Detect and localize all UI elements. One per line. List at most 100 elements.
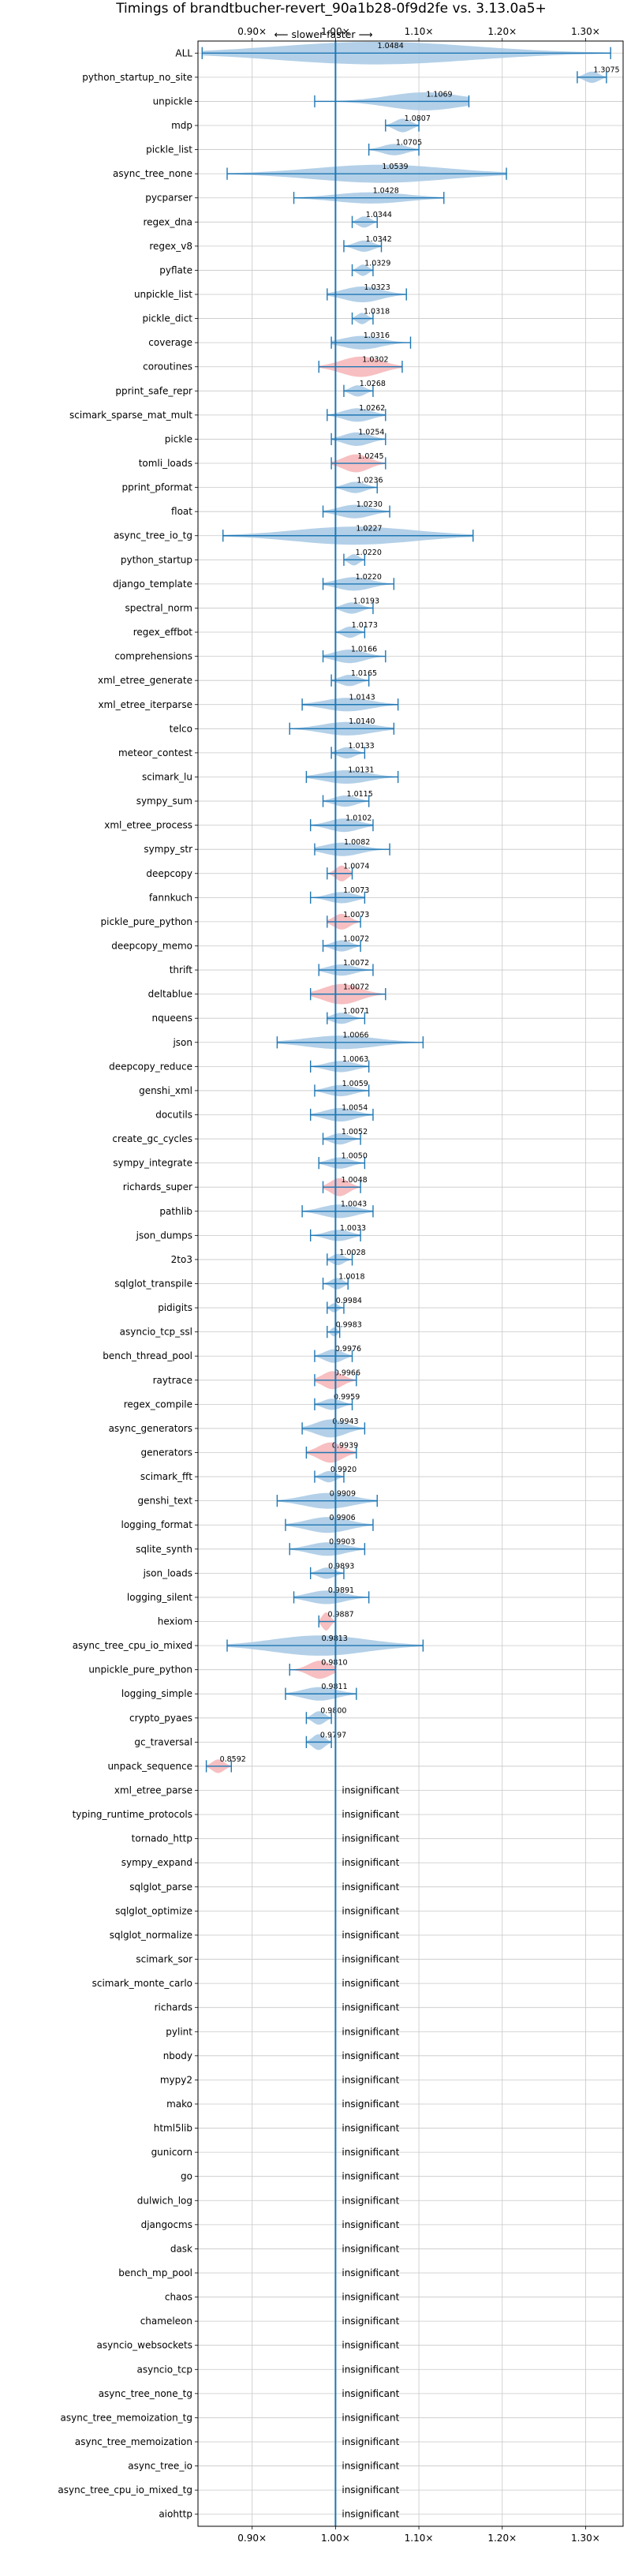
benchmark-label: chameleon (140, 2316, 192, 2327)
benchmark-label: mypy2 (160, 2074, 192, 2085)
mean-value-label: 0.9797 (320, 1731, 346, 1739)
benchmark-label: nbody (163, 2050, 192, 2061)
insignificant-label: insignificant (342, 1978, 399, 1989)
benchmark-label: pprint_safe_repr (115, 385, 192, 396)
benchmark-label: sqlglot_transpile (114, 1279, 192, 1290)
axis-layer: ALL python_startup_no_site unpickle mdp pick… (58, 26, 599, 2544)
mean-value-label: 1.0236 (357, 476, 383, 485)
benchmark-label: djangocms (141, 2219, 192, 2230)
insignificant-label: insignificant (342, 2509, 399, 2520)
x-tick-label-bottom: 1.10× (405, 2533, 434, 2544)
mean-value-label: 1.0082 (344, 838, 370, 847)
insignificant-label: insignificant (342, 2099, 399, 2110)
mean-value-label: 1.0302 (362, 356, 388, 365)
benchmark-label: json_dumps (136, 1230, 192, 1241)
benchmark-label: regex_v8 (149, 241, 192, 252)
benchmark-label: genshi_xml (139, 1085, 192, 1096)
mean-value-label: 1.0318 (364, 307, 390, 316)
benchmark-label: deltablue (148, 989, 192, 1000)
mean-value-label: 1.0166 (351, 645, 377, 653)
benchmark-label: gc_traversal (134, 1736, 192, 1747)
violin-layer: 1.0484 1.3075 1.1069 1.0807 1.0705 1.0539 1.04… (201, 41, 620, 2526)
mean-value-label: 1.0705 (396, 138, 422, 147)
benchmark-label: comprehensions (114, 651, 192, 662)
benchmark-label: logging_format (121, 1519, 192, 1530)
benchmark-label: pickle (165, 433, 192, 444)
grid-layer (198, 41, 623, 2526)
insignificant-label: insignificant (342, 2484, 399, 2496)
insignificant-label: insignificant (342, 1833, 399, 1844)
benchmark-label: deepcopy_reduce (109, 1061, 192, 1072)
mean-value-label: 1.0072 (343, 959, 369, 968)
benchmark-label: json (172, 1037, 192, 1048)
benchmark-label: coroutines (143, 361, 192, 373)
benchmark-label: scimark_sparse_mat_mult (69, 410, 192, 421)
mean-value-label: 1.0807 (405, 114, 431, 123)
benchmark-label: richards_super (123, 1181, 192, 1193)
mean-value-label: 1.0054 (342, 1103, 368, 1112)
benchmark-label: pylint (166, 2026, 192, 2037)
mean-value-label: 1.0428 (373, 187, 399, 196)
mean-value-label: 0.9909 (330, 1490, 356, 1499)
mean-value-label: 1.0342 (366, 235, 392, 244)
insignificant-label: insignificant (342, 2267, 399, 2278)
mean-value-label: 0.9887 (327, 1610, 353, 1619)
x-tick-label-bottom: 1.30× (571, 2533, 600, 2544)
benchmark-label: spectral_norm (125, 602, 192, 613)
insignificant-label: insignificant (342, 2461, 399, 2472)
benchmark-label: telco (170, 723, 192, 734)
mean-value-label: 0.9983 (336, 1321, 362, 1330)
benchmark-label: async_tree_io (128, 2461, 192, 2472)
benchmark-label: create_gc_cycles (112, 1133, 192, 1144)
benchmark-label: ALL (175, 47, 192, 58)
mean-value-label: 0.8592 (220, 1755, 246, 1764)
benchmark-label: unpickle_list (134, 289, 192, 300)
mean-value-label: 1.0073 (343, 911, 369, 919)
x-tick-label-top: 1.00× (321, 26, 350, 37)
mean-value-label: 1.0316 (364, 331, 390, 340)
benchmark-label: typing_runtime_protocols (73, 1809, 192, 1820)
mean-value-label: 1.0539 (382, 163, 408, 171)
insignificant-label: insignificant (342, 2074, 399, 2085)
benchmark-label: genshi_text (138, 1496, 193, 1507)
mean-value-label: 1.0050 (342, 1152, 368, 1161)
insignificant-label: insignificant (342, 2364, 399, 2375)
benchmark-label: crypto_pyaes (129, 1713, 192, 1724)
benchmark-label: pyflate (159, 264, 192, 275)
mean-value-label: 1.0140 (349, 717, 375, 726)
insignificant-label: insignificant (342, 2388, 399, 2399)
benchmark-label: pickle_dict (143, 313, 193, 324)
benchmark-label: chaos (165, 2292, 192, 2303)
x-tick-label-bottom: 1.00× (321, 2533, 350, 2544)
insignificant-label: insignificant (342, 2171, 399, 2182)
mean-value-label: 0.9939 (332, 1441, 358, 1450)
mean-value-label: 1.0227 (356, 525, 382, 534)
insignificant-label: insignificant (342, 2340, 399, 2351)
mean-value-label: 0.9906 (329, 1514, 355, 1522)
benchmark-label: unpack_sequence (107, 1761, 192, 1772)
benchmark-label: html5lib (154, 2123, 192, 2134)
mean-value-label: 1.0052 (342, 1128, 368, 1136)
benchmark-label: regex_dna (143, 216, 192, 227)
benchmark-label: tornado_http (132, 1833, 192, 1844)
benchmark-label: float (171, 506, 192, 517)
benchmark-label: sympy_str (144, 844, 192, 855)
benchmark-label: logging_simple (121, 1688, 192, 1699)
x-tick-label-top: 1.10× (405, 26, 434, 37)
benchmark-label: nqueens (152, 1013, 192, 1024)
mean-value-label: 0.9966 (334, 1369, 360, 1378)
benchmark-label: hexiom (158, 1616, 192, 1627)
mean-value-label: 1.0071 (343, 1007, 369, 1016)
benchmark-label: raytrace (153, 1375, 192, 1386)
mean-value-label: 1.0254 (358, 428, 384, 436)
mean-value-label: 1.0066 (342, 1032, 368, 1040)
benchmark-label: xml_etree_parse (114, 1785, 192, 1796)
benchmark-label: asyncio_tcp_ssl (120, 1327, 192, 1338)
insignificant-label: insignificant (342, 1857, 399, 1868)
insignificant-label: insignificant (342, 1785, 399, 1796)
benchmark-label: bench_mp_pool (118, 2267, 192, 2278)
benchmark-label: scimark_lu (142, 771, 192, 782)
benchmark-label: thrift (170, 964, 193, 975)
mean-value-label: 1.0102 (345, 814, 372, 823)
mean-value-label: 1.0073 (343, 886, 369, 895)
